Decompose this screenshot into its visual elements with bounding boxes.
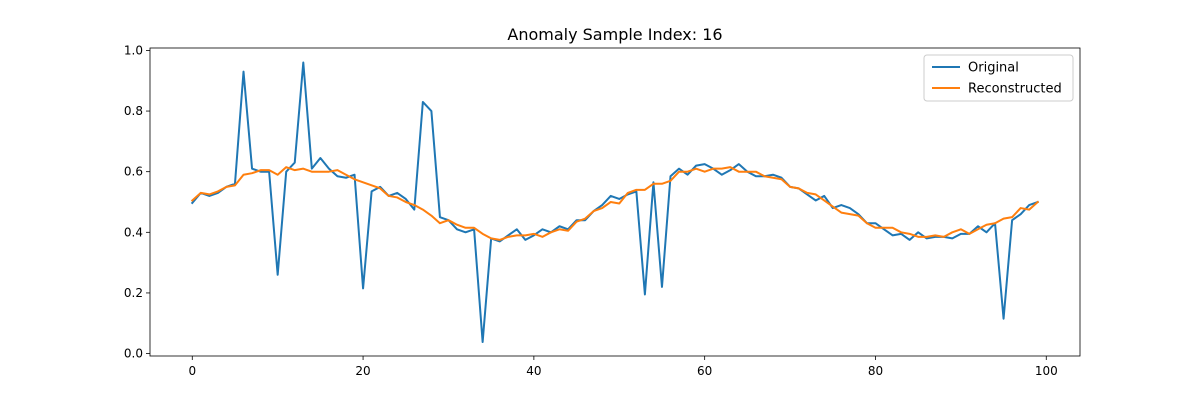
legend-label-original: Original	[968, 61, 1019, 76]
series-line-original	[190, 61, 1040, 344]
x-tick-label: 0	[188, 364, 196, 378]
y-tick-label: 1.0	[124, 43, 143, 57]
x-tick-label: 60	[697, 364, 712, 378]
y-tick-label: 0.6	[124, 165, 143, 179]
series-group	[190, 61, 1040, 344]
plot-frame	[149, 47, 1081, 357]
x-tick-label: 40	[526, 364, 541, 378]
y-tick-label: 0.8	[124, 104, 143, 118]
x-tick-label: 80	[868, 364, 883, 378]
x-tick-label: 20	[355, 364, 370, 378]
y-tick-label: 0.0	[124, 347, 143, 361]
x-axis: 0 20 40 60 80 100	[188, 356, 1058, 378]
legend-label-reconstructed: Reconstructed	[968, 82, 1062, 97]
y-tick-label: 0.4	[124, 225, 143, 239]
chart-title: Anomaly Sample Index: 16	[507, 25, 722, 44]
series-line-reconstructed	[190, 166, 1040, 241]
legend: Original Reconstructed	[923, 54, 1074, 102]
plot-area	[149, 47, 1081, 357]
legend-box	[923, 54, 1074, 102]
y-tick-label: 0.2	[124, 286, 143, 300]
y-axis: 0.0 0.2 0.4 0.6 0.8 1.0	[124, 43, 150, 361]
x-tick-label: 100	[1035, 364, 1058, 378]
